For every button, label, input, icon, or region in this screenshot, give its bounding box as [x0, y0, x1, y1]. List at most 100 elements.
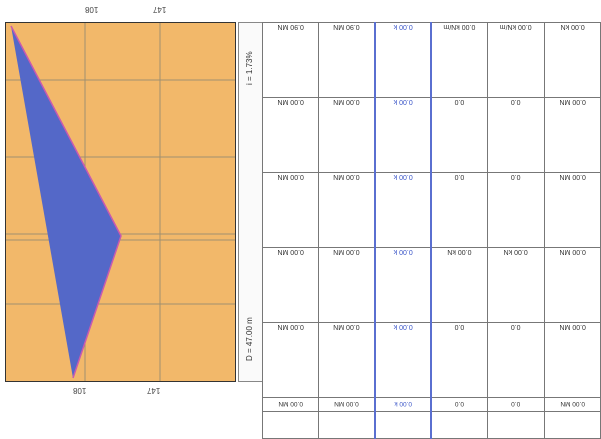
header-cell: [487, 411, 545, 439]
header-text: [377, 425, 429, 427]
table-cell: 0.00 MN: [543, 322, 601, 398]
load-wedge: [11, 26, 121, 378]
table-cell: 0.00 k: [374, 172, 433, 248]
cell-value: 0.00 MN: [333, 98, 360, 106]
slope-label: i = 1.73%: [245, 51, 254, 85]
table-cell: 0.00 kN: [487, 247, 545, 323]
table-cell: 0.0: [430, 97, 489, 173]
table-cell: 0.0: [430, 172, 489, 248]
cell-value: 0.0: [511, 173, 521, 181]
cell-value: 0.00 k: [393, 173, 413, 181]
cell-value: 0.00 MN: [277, 173, 304, 181]
footer-cell: 0.00 MN: [318, 397, 376, 412]
footer-cell: 0.00 MN: [261, 397, 320, 412]
profile-svg: [5, 22, 236, 382]
table-cell: 0.0: [487, 97, 545, 173]
cell-value: 0.00 kN: [560, 23, 585, 31]
table-row: 0.00 MN 0.00 MN 0.00 k 0.0 0.0 0.00 MN: [261, 322, 601, 398]
header-cell: [543, 411, 601, 439]
cell-value: 0.0: [511, 400, 521, 407]
header-text: [432, 425, 486, 427]
table-cell: 0.00 kN/m: [487, 22, 545, 98]
cell-value: 0.00 k: [394, 400, 413, 407]
cell-value: 0.00 MN: [277, 98, 304, 106]
table-cell: 0.0: [430, 322, 489, 398]
table-cell: 0.00 k: [374, 322, 433, 398]
footer-cell: 0.00 k: [374, 397, 433, 412]
table-cell: 0.00 MN: [318, 322, 376, 398]
table-cell: 0.00 MN: [543, 97, 601, 173]
table-row: 0.00 MN 0.00 MN 0.00 k 0.00 kN 0.00 kN 0.00 M…: [261, 247, 601, 323]
cell-value: 0.90 MN: [277, 23, 304, 31]
results-grid: 0.90 MN 0.90 MN 0.00 k 0.00 kN/m 0.00 kN/m 0.…: [261, 22, 601, 439]
table-cell: 0.00 MN: [261, 322, 320, 398]
cell-value: 0.00 k: [393, 323, 413, 331]
cell-value: 0.0: [511, 323, 521, 331]
table-cell: 0.00 kN/m: [430, 22, 489, 98]
table-cell: 0.90 MN: [318, 22, 376, 98]
cell-value: 0.00 kN: [503, 248, 529, 256]
bottom-tick-1: 108: [73, 386, 87, 395]
table-row: 0.90 MN 0.90 MN 0.00 k 0.00 kN/m 0.00 kN/m 0.…: [261, 22, 601, 98]
cell-value: 0.00 MN: [560, 400, 585, 407]
load-wedge-edge: [10, 25, 122, 379]
table-cell: 0.00 MN: [543, 247, 601, 323]
table-cell: 0.90 MN: [261, 22, 320, 98]
table-cell: 0.00 MN: [318, 247, 376, 323]
footer-cell: 0.0: [430, 397, 489, 412]
table-cell: 0.00 kN: [543, 22, 601, 98]
top-tick-2: 147: [153, 5, 167, 14]
header-text: [489, 425, 543, 427]
cell-value: 0.00 MN: [333, 323, 360, 331]
cell-value: 0.00 MN: [334, 400, 360, 407]
table-cell: 0.00 k: [374, 97, 433, 173]
top-tick-1: 108: [85, 5, 99, 14]
cell-value: 0.00 MN: [559, 98, 586, 106]
cell-value: 0.00 MN: [559, 173, 586, 181]
table-cell: 0.00 MN: [318, 172, 376, 248]
table-cell: 0.0: [487, 172, 545, 248]
header-cell: [374, 411, 433, 439]
table-cell: 0.00 k: [374, 247, 433, 323]
results-table: 0.90 MN 0.90 MN 0.00 k 0.00 kN/m 0.00 kN/m 0.…: [261, 22, 601, 439]
cell-value: 0.00 kN: [447, 248, 472, 256]
bottom-tick-2: 147: [147, 386, 161, 395]
cell-value: 0.00 MN: [278, 400, 303, 407]
cell-value: 0.00 kN/m: [500, 23, 532, 31]
cell-value: 0.00 MN: [333, 248, 360, 256]
profile-frame: [5, 22, 236, 382]
cell-value: 0.0: [455, 98, 465, 106]
header-cell: [430, 411, 489, 439]
cell-value: 0.0: [455, 173, 465, 181]
table-cell: 0.00 k: [374, 22, 433, 98]
length-label: D = 47.00 m: [245, 317, 254, 361]
footer-cell: 0.00 MN: [543, 397, 601, 412]
header-text: [264, 425, 318, 427]
profile-diagram: 108 147 108 147: [5, 5, 236, 395]
table-cell: 0.00 MN: [543, 172, 601, 248]
table-cell: 0.0: [487, 322, 545, 398]
cell-value: 0.00 MN: [559, 323, 586, 331]
table-cell: 0.00 MN: [261, 172, 320, 248]
header-cell: [261, 411, 320, 439]
cell-value: 0.90 MN: [333, 23, 360, 31]
cell-value: 0.00 MN: [277, 323, 304, 331]
table-cell: 0.00 kN: [430, 247, 489, 323]
cell-value: 0.00 MN: [559, 248, 586, 256]
profile-background: [5, 22, 236, 382]
cell-value: 0.00 kN/m: [443, 23, 476, 31]
cell-value: 0.00 MN: [277, 248, 304, 256]
table-cell: 0.00 MN: [261, 247, 320, 323]
table-row: 0.00 MN 0.00 MN 0.00 k 0.0 0.0 0.00 MN: [261, 97, 601, 173]
footer-cell: 0.0: [487, 397, 545, 412]
cell-value: 0.00 k: [393, 23, 413, 31]
table-cell: 0.00 MN: [261, 97, 320, 173]
header-cell: [318, 411, 376, 439]
header-text: [320, 425, 374, 427]
cell-value: 0.00 k: [393, 248, 413, 256]
cell-value: 0.0: [455, 400, 465, 407]
cell-value: 0.0: [455, 323, 465, 331]
side-label-strip: i = 1.73% D = 47.00 m: [238, 22, 262, 382]
cell-value: 0.00 MN: [333, 173, 360, 181]
table-cell: 0.00 MN: [318, 97, 376, 173]
